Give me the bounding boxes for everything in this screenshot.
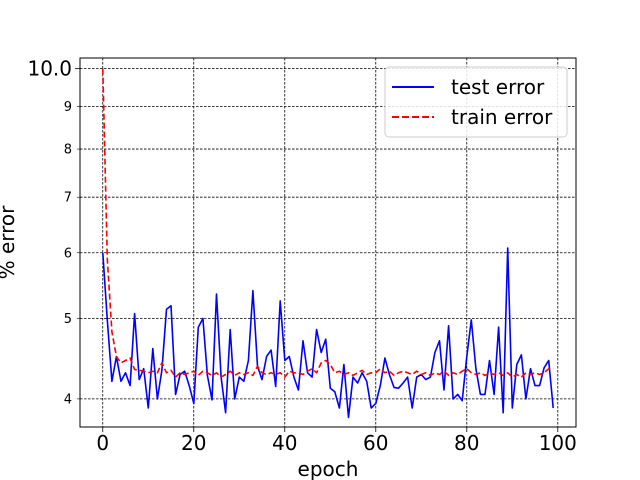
x-tick-label: 40: [272, 431, 297, 455]
series-lines: [102, 68, 554, 419]
y-minor-tick-label: 7: [64, 191, 72, 206]
y-minor-tick-label: 6: [64, 246, 72, 261]
legend-label-test-error: test error: [451, 75, 545, 99]
legend-label-train-error: train error: [451, 105, 553, 129]
x-tick-label: 0: [96, 431, 109, 455]
x-tick-label: 80: [454, 431, 479, 455]
series-line-train-error: [102, 68, 554, 378]
y-minor-tick-label: 5: [64, 312, 72, 327]
legend: test error train error: [384, 66, 568, 138]
y-minor-tick-label: 4: [64, 392, 72, 407]
x-axis-label: epoch: [298, 457, 359, 480]
ticks: 0 20 40 60 80 100 10.0 4 5 6 7 8 9: [27, 57, 576, 455]
y-tick-label: 10.0: [27, 57, 72, 81]
series-line-test-error: [102, 247, 554, 419]
y-minor-tick-label: 8: [64, 143, 72, 158]
x-tick-label: 60: [363, 431, 388, 455]
y-minor-tick-label: 9: [64, 100, 72, 115]
y-axis-label: % error: [0, 205, 19, 280]
plot-frame: [79, 57, 577, 428]
x-tick-label: 20: [181, 431, 206, 455]
legend-box: [384, 66, 568, 138]
x-tick-label: 100: [539, 431, 577, 455]
